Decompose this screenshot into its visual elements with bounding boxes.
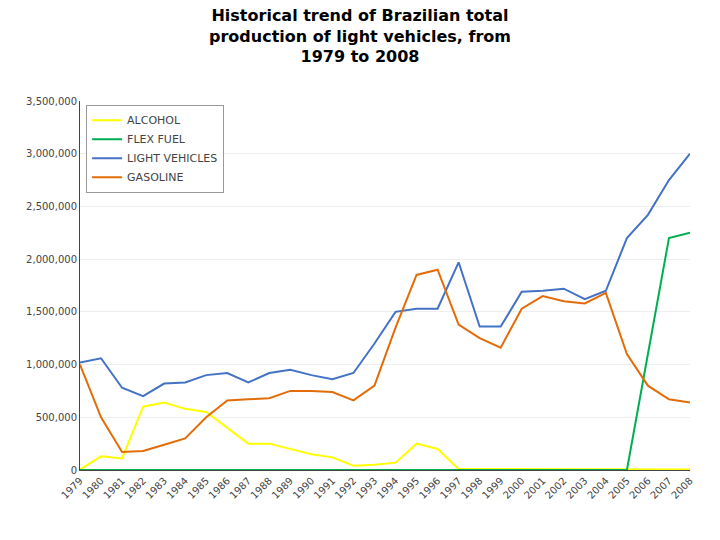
svg-text:2000: 2000 [501, 475, 527, 501]
svg-text:1994: 1994 [375, 475, 401, 501]
svg-text:1987: 1987 [227, 475, 253, 501]
svg-text:1999: 1999 [480, 475, 506, 501]
svg-text:1981: 1981 [101, 475, 127, 501]
svg-text:1982: 1982 [122, 475, 148, 501]
svg-text:1,500,000: 1,500,000 [26, 306, 77, 317]
svg-text:GASOLINE: GASOLINE [127, 171, 183, 184]
svg-text:2007: 2007 [648, 475, 674, 501]
svg-text:500,000: 500,000 [36, 412, 77, 423]
svg-text:1988: 1988 [248, 475, 274, 501]
svg-text:LIGHT VEHICLES: LIGHT VEHICLES [127, 152, 217, 165]
svg-text:1985: 1985 [185, 475, 211, 501]
svg-text:3,500,000: 3,500,000 [26, 96, 77, 107]
svg-text:1998: 1998 [459, 475, 485, 501]
svg-text:1979: 1979 [59, 475, 85, 501]
svg-text:1997: 1997 [438, 475, 464, 501]
svg-text:1995: 1995 [396, 475, 422, 501]
svg-text:2008: 2008 [669, 475, 695, 501]
svg-text:2001: 2001 [522, 475, 548, 501]
svg-text:2002: 2002 [543, 475, 569, 501]
svg-text:0: 0 [71, 465, 77, 476]
svg-text:1996: 1996 [417, 475, 443, 501]
svg-text:1992: 1992 [333, 475, 359, 501]
svg-text:1991: 1991 [312, 475, 338, 501]
svg-text:2,500,000: 2,500,000 [26, 201, 77, 212]
svg-text:1993: 1993 [354, 475, 380, 501]
svg-text:2005: 2005 [606, 475, 632, 501]
svg-text:2004: 2004 [585, 475, 611, 501]
svg-text:1989: 1989 [270, 475, 296, 501]
svg-text:2003: 2003 [564, 475, 590, 501]
svg-text:1,000,000: 1,000,000 [26, 359, 77, 370]
svg-text:FLEX FUEL: FLEX FUEL [127, 133, 186, 146]
svg-text:1983: 1983 [143, 475, 169, 501]
svg-text:1984: 1984 [164, 475, 190, 501]
svg-text:2,000,000: 2,000,000 [26, 254, 77, 265]
svg-text:1980: 1980 [80, 475, 106, 501]
svg-text:1986: 1986 [206, 475, 232, 501]
svg-text:2006: 2006 [627, 475, 653, 501]
svg-text:3,000,000: 3,000,000 [26, 148, 77, 159]
svg-text:1990: 1990 [291, 475, 317, 501]
svg-text:Historical trend of Brazilian: Historical trend of Brazilian totalprodu… [209, 6, 511, 67]
svg-text:ALCOHOL: ALCOHOL [127, 114, 181, 127]
